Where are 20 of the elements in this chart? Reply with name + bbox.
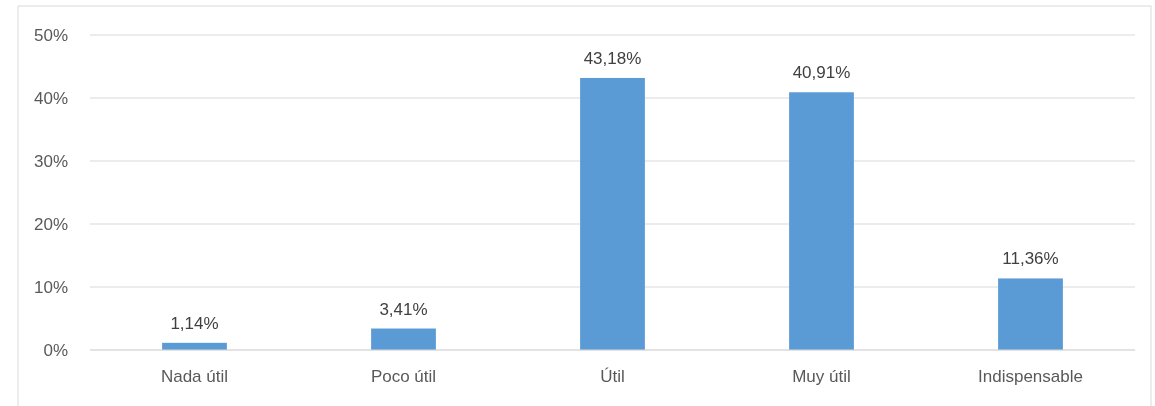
bar bbox=[580, 77, 645, 350]
x-tick-label: Útil bbox=[600, 367, 625, 386]
data-label: 40,91% bbox=[792, 63, 851, 83]
y-tick-label: 50% bbox=[33, 25, 68, 45]
y-tick-label: 20% bbox=[33, 214, 68, 234]
bar bbox=[998, 278, 1063, 350]
bar bbox=[371, 328, 436, 350]
data-label: 1,14% bbox=[170, 313, 219, 333]
x-tick-label: Nada útil bbox=[160, 367, 229, 386]
y-tick-label: 0% bbox=[43, 340, 68, 360]
y-tick-label: 10% bbox=[33, 277, 68, 297]
y-tick-label: 40% bbox=[33, 88, 68, 108]
x-tick-label: Poco útil bbox=[370, 367, 437, 386]
data-label: 43,18% bbox=[583, 48, 642, 68]
data-label: 3,41% bbox=[379, 299, 428, 319]
x-tick-label: Indispensable bbox=[978, 367, 1083, 386]
data-label: 11,36% bbox=[1002, 249, 1059, 269]
y-tick-label: 30% bbox=[33, 151, 68, 171]
x-tick-label: Muy útil bbox=[792, 367, 851, 386]
bar bbox=[789, 92, 854, 350]
